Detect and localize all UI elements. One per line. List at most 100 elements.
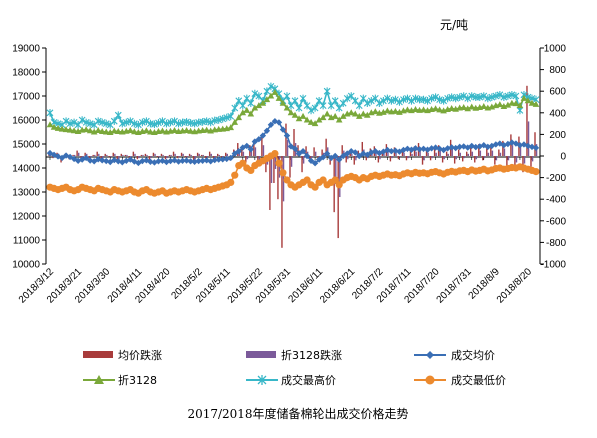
- point-min-price: [311, 183, 319, 191]
- point-max-price: [424, 97, 431, 105]
- point-price-3128: [94, 127, 102, 134]
- legend-label-3128: 折3128: [118, 373, 157, 387]
- point-min-price: [231, 171, 239, 179]
- point-price-3128: [283, 104, 291, 111]
- point-avg-price: [315, 156, 323, 163]
- point-max-price: [247, 99, 255, 107]
- point-max-price: [492, 92, 500, 100]
- point-max-price: [263, 87, 271, 95]
- bar-price-change: [337, 156, 339, 239]
- bar-price-change: [466, 151, 468, 156]
- point-price-3128: [448, 104, 455, 111]
- point-price-3128: [147, 128, 154, 135]
- bar-price-change: [88, 156, 90, 159]
- bar-3128-change: [407, 156, 409, 159]
- bar-3128-change: [174, 153, 176, 156]
- point-max-price: [388, 97, 395, 105]
- point-max-price: [66, 119, 74, 128]
- bar-price-change: [132, 151, 135, 156]
- point-max-price: [98, 118, 106, 127]
- bar-3128-change: [242, 151, 245, 156]
- point-max-price: [215, 116, 223, 124]
- point-avg-price: [167, 157, 174, 165]
- point-price-3128: [532, 100, 540, 107]
- bar-3128-change: [182, 153, 184, 156]
- point-max-price: [235, 97, 243, 105]
- point-price-3128: [303, 116, 311, 123]
- point-price-3128: [528, 99, 536, 106]
- point-max-price: [219, 115, 227, 123]
- bar-price-change: [176, 156, 179, 159]
- bar-price-change: [514, 156, 516, 169]
- point-avg-price: [187, 158, 194, 165]
- point-avg-price: [456, 143, 463, 151]
- point-max-price: [155, 119, 162, 127]
- bar-price-change: [253, 139, 255, 156]
- y-right-tick-label: 200: [549, 130, 566, 141]
- point-max-price: [303, 101, 311, 110]
- point-max-price: [392, 95, 399, 104]
- bar-price-change: [281, 156, 283, 248]
- point-max-price: [343, 94, 351, 103]
- bar-price-change: [361, 141, 363, 156]
- point-avg-price: [86, 157, 94, 164]
- bar-price-change: [405, 156, 408, 161]
- point-avg-price: [516, 142, 524, 149]
- point-max-price: [287, 101, 295, 110]
- point-avg-price: [448, 144, 455, 151]
- point-max-price: [62, 117, 70, 125]
- bar-price-change: [293, 129, 295, 156]
- point-max-price: [327, 101, 335, 110]
- y-right-tick-label: -800: [546, 238, 566, 249]
- y-left-tick-label: 15000: [12, 140, 40, 151]
- bar-price-change: [128, 156, 131, 159]
- point-max-price: [508, 91, 516, 99]
- bar-3128-change: [351, 153, 353, 156]
- bar-3128-change: [114, 153, 116, 156]
- point-avg-price: [183, 157, 190, 164]
- point-price-3128: [319, 114, 327, 121]
- bar-price-change: [112, 152, 114, 156]
- bar-3128-change: [479, 150, 482, 156]
- x-tick-label: 2018/7/31: [435, 266, 475, 306]
- point-max-price: [126, 117, 134, 125]
- point-max-price: [351, 97, 359, 105]
- point-max-price: [159, 117, 166, 125]
- point-max-price: [223, 113, 231, 122]
- bar-3128-change: [154, 153, 156, 156]
- bar-3128-change: [310, 156, 313, 159]
- bar-3128-change: [258, 156, 261, 162]
- bar-price-change: [482, 156, 484, 161]
- point-avg-price: [227, 154, 234, 162]
- point-max-price: [86, 119, 94, 128]
- point-avg-price: [299, 148, 307, 155]
- legend-marker-circle: [425, 375, 435, 385]
- bar-3128-change: [302, 156, 305, 164]
- legend-label-avg-price: 成交均价: [451, 348, 495, 362]
- point-max-price: [255, 92, 263, 100]
- point-price-3128: [66, 126, 74, 133]
- legend-marker-triangle: [94, 375, 104, 384]
- point-avg-price: [307, 157, 315, 164]
- point-price-3128: [323, 110, 331, 117]
- point-price-3128: [227, 124, 235, 131]
- point-max-price: [138, 118, 146, 127]
- point-price-3128: [520, 94, 528, 101]
- point-avg-price: [340, 152, 347, 160]
- bar-3128-change: [523, 156, 526, 164]
- point-avg-price: [251, 138, 259, 145]
- y-axis-left: 10000 11000 12000 13000 14000 15000 16000 17000…: [12, 44, 46, 271]
- bar-price-change: [265, 156, 267, 173]
- bar-3128-change: [78, 152, 80, 156]
- bar-price-change: [490, 145, 492, 156]
- point-avg-price: [283, 132, 291, 139]
- bar-3128-change: [110, 156, 112, 158]
- bar-3128-change: [343, 150, 345, 156]
- point-price-3128: [279, 99, 287, 106]
- point-max-price: [319, 101, 327, 110]
- point-max-price: [383, 94, 391, 103]
- legend-label-min-price: 成交最低价: [451, 373, 506, 387]
- point-price-3128: [114, 128, 122, 135]
- point-min-price: [227, 178, 235, 186]
- bar-price-change: [425, 149, 428, 156]
